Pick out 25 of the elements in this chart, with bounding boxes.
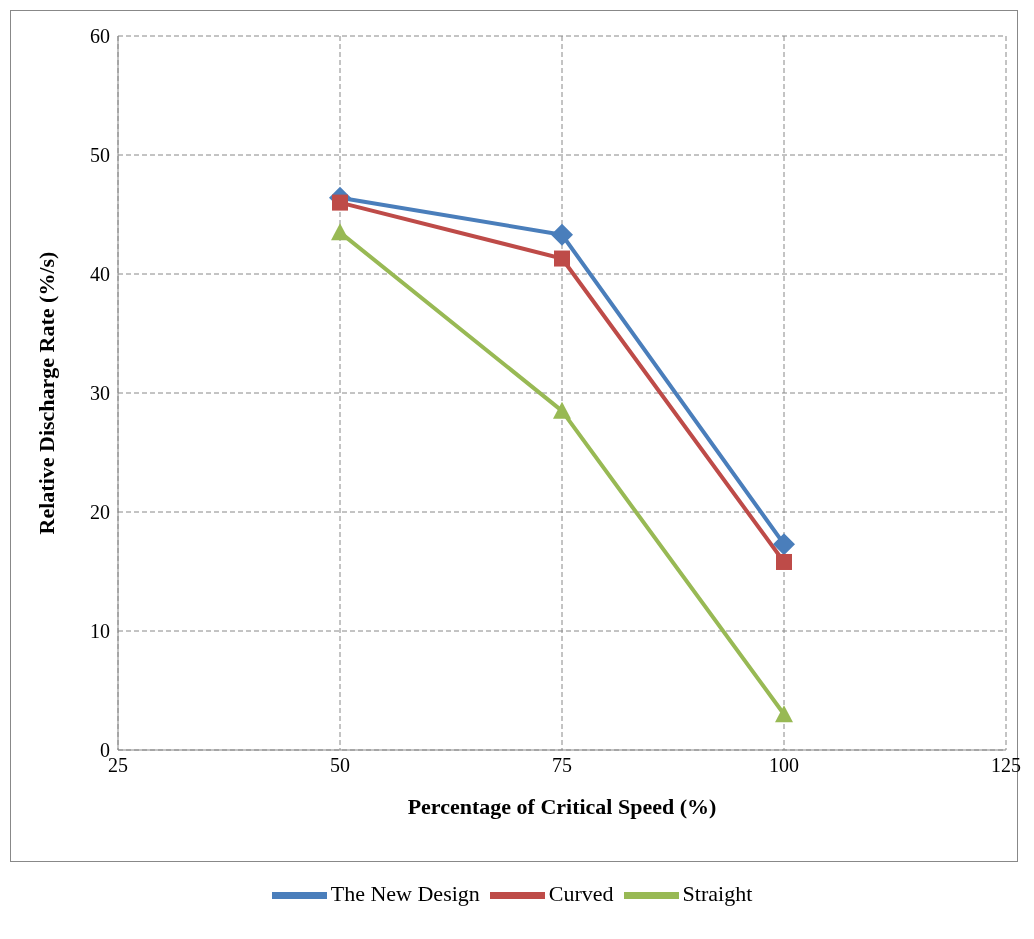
- legend-label: The New Design: [330, 880, 480, 906]
- point: [553, 401, 571, 419]
- point: [331, 223, 349, 241]
- point: [776, 553, 792, 570]
- y-tick-label: 20: [90, 501, 110, 524]
- point: [554, 250, 570, 267]
- x-axis-title: Percentage of Critical Speed (%): [407, 793, 717, 819]
- x-tick-label: 50: [330, 754, 350, 777]
- y-tick-label: 50: [90, 144, 110, 167]
- point: [551, 223, 573, 246]
- point: [773, 533, 795, 556]
- y-tick-label: 30: [90, 382, 110, 405]
- x-tick-label: 75: [552, 754, 572, 777]
- y-tick-label: 0: [100, 739, 110, 762]
- y-axis-title: Relative Discharge Rate (%/s): [33, 251, 59, 535]
- y-tick-label: 10: [90, 620, 110, 643]
- x-tick-label: 25: [108, 754, 128, 777]
- x-tick-label: 125: [991, 754, 1021, 777]
- y-tick-label: 40: [90, 263, 110, 286]
- x-tick-label: 100: [769, 754, 799, 777]
- point: [332, 194, 348, 211]
- y-tick-label: 60: [90, 25, 110, 48]
- point: [775, 705, 793, 723]
- legend-label: Curved: [548, 880, 614, 906]
- legend-label: Straight: [682, 880, 753, 906]
